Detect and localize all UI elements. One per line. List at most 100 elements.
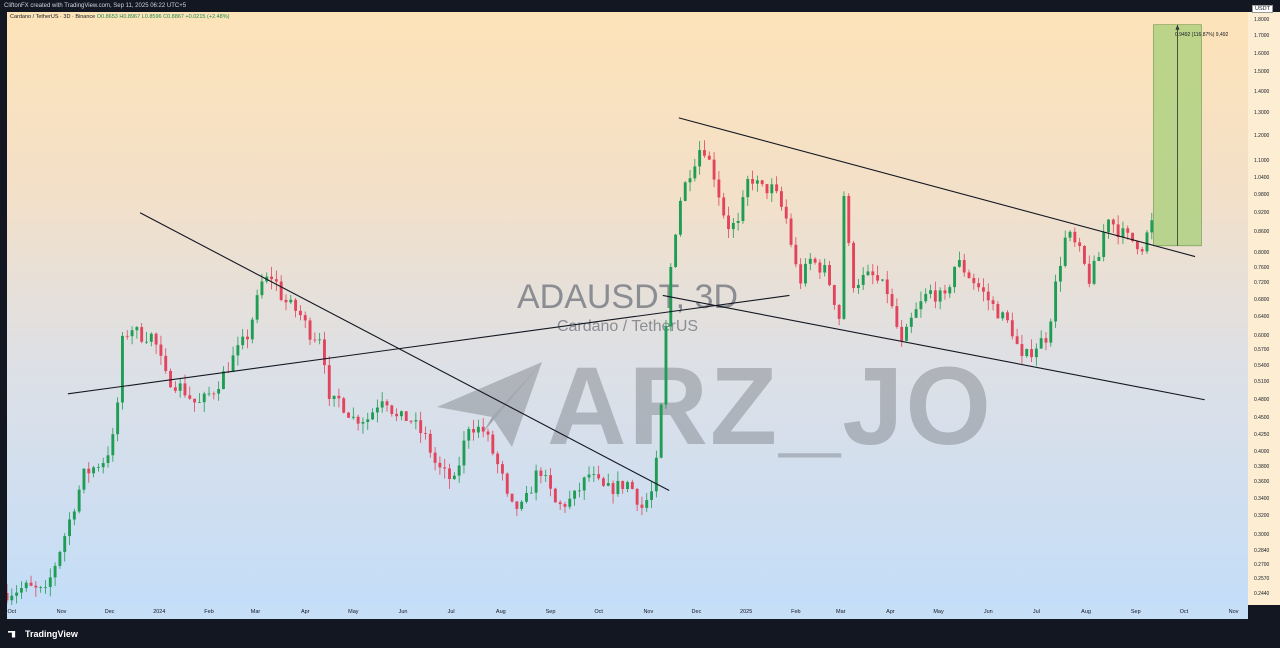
candle-body [1030, 349, 1033, 358]
candle-body [900, 326, 904, 341]
price-tick-label: 0.4800 [1254, 396, 1270, 403]
candle-body [145, 341, 148, 343]
candle-body [568, 498, 572, 507]
candle-body [1116, 224, 1120, 238]
time-tick-label: May [933, 609, 944, 615]
time-axis[interactable]: Oct Nov Dec 2024 Feb Mar Apr May Jun Jul Aug Sep Oct… [7, 605, 1248, 619]
measure-label: 0.9492 (116.87%) 9,492 [1175, 32, 1229, 38]
candle-body [188, 395, 192, 399]
candle-body [414, 420, 418, 422]
candle-body [48, 577, 52, 588]
candle-body [755, 180, 759, 184]
candle-body [746, 178, 750, 198]
candle-body [924, 293, 928, 302]
candle-body [1068, 231, 1072, 238]
candle-body [823, 265, 827, 273]
candle-body [231, 355, 235, 372]
candle-body [222, 371, 225, 390]
chart-pane[interactable]: ADAUSDT, 3D Cardano / TetherUS ARZ_JO Ca… [7, 12, 1248, 605]
candle-body [529, 492, 533, 494]
trendline [678, 117, 1196, 258]
candle-body [169, 370, 172, 388]
candle-body [938, 290, 942, 302]
candle-body [520, 501, 524, 509]
candle-body [371, 412, 375, 420]
candle-body [472, 428, 476, 433]
candle-body [592, 474, 596, 475]
candle-body [323, 339, 326, 366]
candle-body [539, 470, 543, 476]
candle-body [611, 483, 615, 494]
candle-body [375, 407, 379, 413]
candle-body [1150, 220, 1154, 233]
tradingview-logo[interactable]: TradingView [8, 629, 78, 639]
time-tick-label: Feb [791, 609, 801, 615]
candle-body [356, 416, 360, 424]
candle-body [895, 306, 899, 327]
candle-body [775, 184, 779, 192]
candle-body [135, 327, 139, 331]
time-tick-label: Dec [691, 609, 702, 615]
candle-body [967, 272, 971, 278]
price-axis[interactable]: 1.8000 1.7000 1.6000 1.5000 1.4000 1.3000 1.20… [1248, 12, 1280, 605]
candle-body [380, 401, 384, 408]
trendline [662, 294, 1205, 401]
candle-body [842, 195, 846, 319]
candle-body [24, 582, 28, 589]
candle-body [87, 468, 91, 474]
price-tick-label: 0.6400 [1254, 314, 1270, 321]
candle-body [654, 457, 658, 492]
candle-body [342, 398, 346, 413]
candle-body [1039, 338, 1043, 349]
candle-body [929, 290, 932, 294]
candle-body [39, 587, 43, 588]
candle-body [15, 592, 19, 596]
time-tick-label: Mar [835, 609, 846, 615]
time-tick-label: Sep [1130, 609, 1141, 615]
candle-body [183, 383, 187, 396]
time-tick-label: Oct [1179, 609, 1189, 615]
candle-body [452, 475, 456, 480]
price-tick-label: 1.4000 [1254, 89, 1270, 96]
candle-body [876, 275, 880, 281]
candle-body [957, 259, 961, 267]
candle-body [438, 462, 442, 468]
price-tick-label: 1.8000 [1254, 16, 1270, 23]
candle-body [289, 299, 293, 303]
candle-body [650, 491, 653, 501]
candle-body [1034, 348, 1038, 358]
candle-body [659, 404, 663, 458]
candle-body [1006, 312, 1009, 321]
candle-body [948, 287, 952, 294]
candle-body [1102, 232, 1106, 258]
candle-body [29, 582, 33, 586]
candle-body [72, 511, 76, 520]
credit-text: CliftonFX created with TradingView.com, … [4, 3, 187, 9]
price-tick-label: 0.4250 [1254, 431, 1270, 438]
left-frame [0, 12, 7, 619]
price-chart-svg[interactable] [7, 12, 1248, 605]
candle-body [1010, 320, 1014, 337]
candle-body [116, 402, 120, 435]
candle-body [828, 265, 831, 286]
candle-body [433, 452, 437, 463]
candle-body [428, 433, 432, 453]
candle-body [674, 234, 678, 268]
candle-body [832, 285, 836, 305]
candle-body [1049, 321, 1053, 343]
candle-body [207, 393, 211, 395]
candle-body [250, 319, 254, 340]
candle-body [727, 215, 730, 230]
candle-body [390, 405, 394, 414]
candle-body [597, 474, 601, 479]
currency-badge[interactable]: USDT [1252, 5, 1273, 13]
candle-body [982, 287, 985, 292]
footer-brand: TradingView [25, 629, 78, 639]
candle-body [462, 440, 466, 466]
time-tick-label: Mar [250, 609, 261, 615]
watermark-brand: ARZ_JO [437, 352, 993, 462]
price-tick-label: 0.8600 [1254, 229, 1270, 236]
legend-symbol: Cardano / TetherUS · 3D · Binance [10, 14, 96, 20]
candle-body [270, 276, 273, 280]
candle-body [212, 393, 216, 395]
